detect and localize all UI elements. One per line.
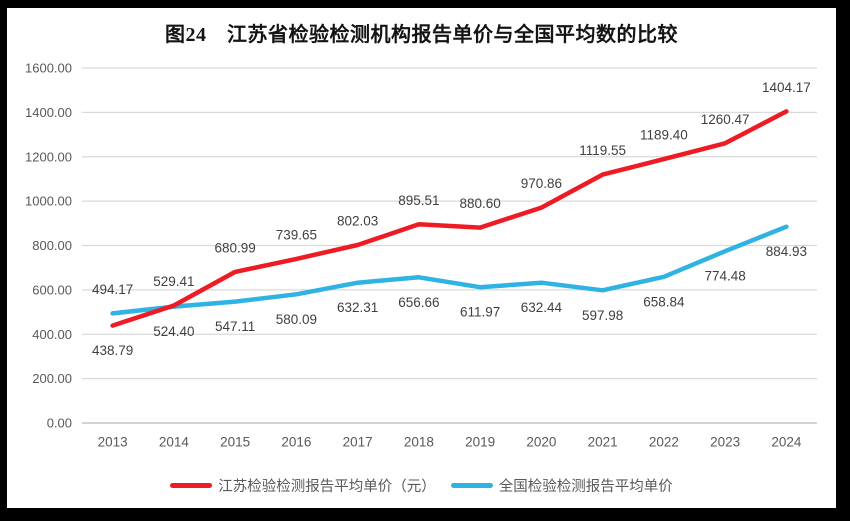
x-axis-tick-label: 2024 [771,435,802,450]
data-label: 970.86 [521,176,562,191]
data-label: 1404.17 [762,80,811,95]
x-axis-tick-label: 2017 [343,435,373,450]
y-axis-tick-label: 0.00 [47,416,72,431]
y-axis-tick-label: 1600.00 [25,61,72,76]
y-axis-tick-label: 400.00 [32,327,72,342]
y-axis-tick-label: 600.00 [32,282,72,297]
data-label: 1189.40 [640,128,688,143]
y-axis-tick-label: 1000.00 [25,194,72,209]
x-axis-tick-label: 2018 [404,435,434,450]
y-axis-tick-label: 1200.00 [25,149,72,164]
x-axis-tick-label: 2021 [588,435,618,450]
data-label: 1260.47 [701,112,750,127]
x-axis-tick-label: 2022 [649,435,679,450]
data-label: 611.97 [460,305,500,320]
data-label: 438.79 [92,343,133,358]
x-axis-labels: 2013 2014 2015 2016 2017 2018 2019 2020 2021 2022… [98,435,802,450]
data-label: 680.99 [214,240,255,255]
x-axis-tick-label: 2013 [98,435,128,450]
legend-label-jiangsu: 江苏检验检测报告平均单价（元） [218,479,436,495]
line-chart: 0.00 200.00 400.00 600.00 800.00 1000.00 1200.… [25,61,817,450]
data-label: 632.31 [337,300,378,315]
gridlines [82,67,817,424]
y-axis-tick-labels: 0.00 200.00 400.00 600.00 800.00 1000.00 1200.… [25,61,72,431]
data-label: 632.44 [521,300,563,315]
chart-title: 图24 江苏省检验检测机构报告单价与全国平均数的比较 [165,24,678,46]
legend-label-national: 全国检验检测报告平均单价 [498,479,673,495]
data-label: 1119.55 [579,143,626,158]
x-axis-tick-label: 2019 [465,435,495,450]
data-label: 774.48 [704,269,745,284]
blue-line-swatch-icon [450,483,493,488]
legend-item-jiangsu: 江苏检验检测报告平均单价（元） [170,475,436,496]
data-labels: 438.79 529.41 680.99 739.65 802.03 895.51 880.… [92,80,811,358]
data-label: 802.03 [337,214,378,229]
series-line-national [110,224,789,316]
y-axis-tick-label: 1400.00 [25,105,72,120]
x-axis-tick-label: 2015 [220,435,250,450]
x-axis-tick-label: 2023 [710,435,740,450]
y-axis-tick-label: 800.00 [32,238,72,253]
data-label: 494.17 [92,282,133,297]
data-label: 884.93 [766,244,807,259]
data-label: 880.60 [459,196,500,211]
data-label: 580.09 [276,312,317,327]
data-label: 739.65 [276,227,317,242]
legend-item-national: 全国检验检测报告平均单价 [450,475,673,496]
series-line-jiangsu [110,109,789,328]
data-label: 895.51 [398,193,439,208]
data-label: 597.98 [582,308,623,323]
data-label: 529.41 [153,274,194,289]
data-label: 658.84 [643,294,685,309]
data-label: 547.11 [215,319,255,334]
chart-legend: 江苏检验检测报告平均单价（元） 全国检验检测报告平均单价 [7,475,836,496]
data-label: 656.66 [398,295,439,310]
chart-canvas: 图24 江苏省检验检测机构报告单价与全国平均数的比较 0.00 200.00 400… [7,8,836,508]
x-axis-tick-label: 2016 [281,435,311,450]
data-label: 524.40 [153,324,194,339]
x-axis-tick-label: 2020 [526,435,556,450]
y-axis-tick-label: 200.00 [32,371,72,386]
x-axis-tick-label: 2014 [159,435,190,450]
red-line-swatch-icon [170,483,213,488]
